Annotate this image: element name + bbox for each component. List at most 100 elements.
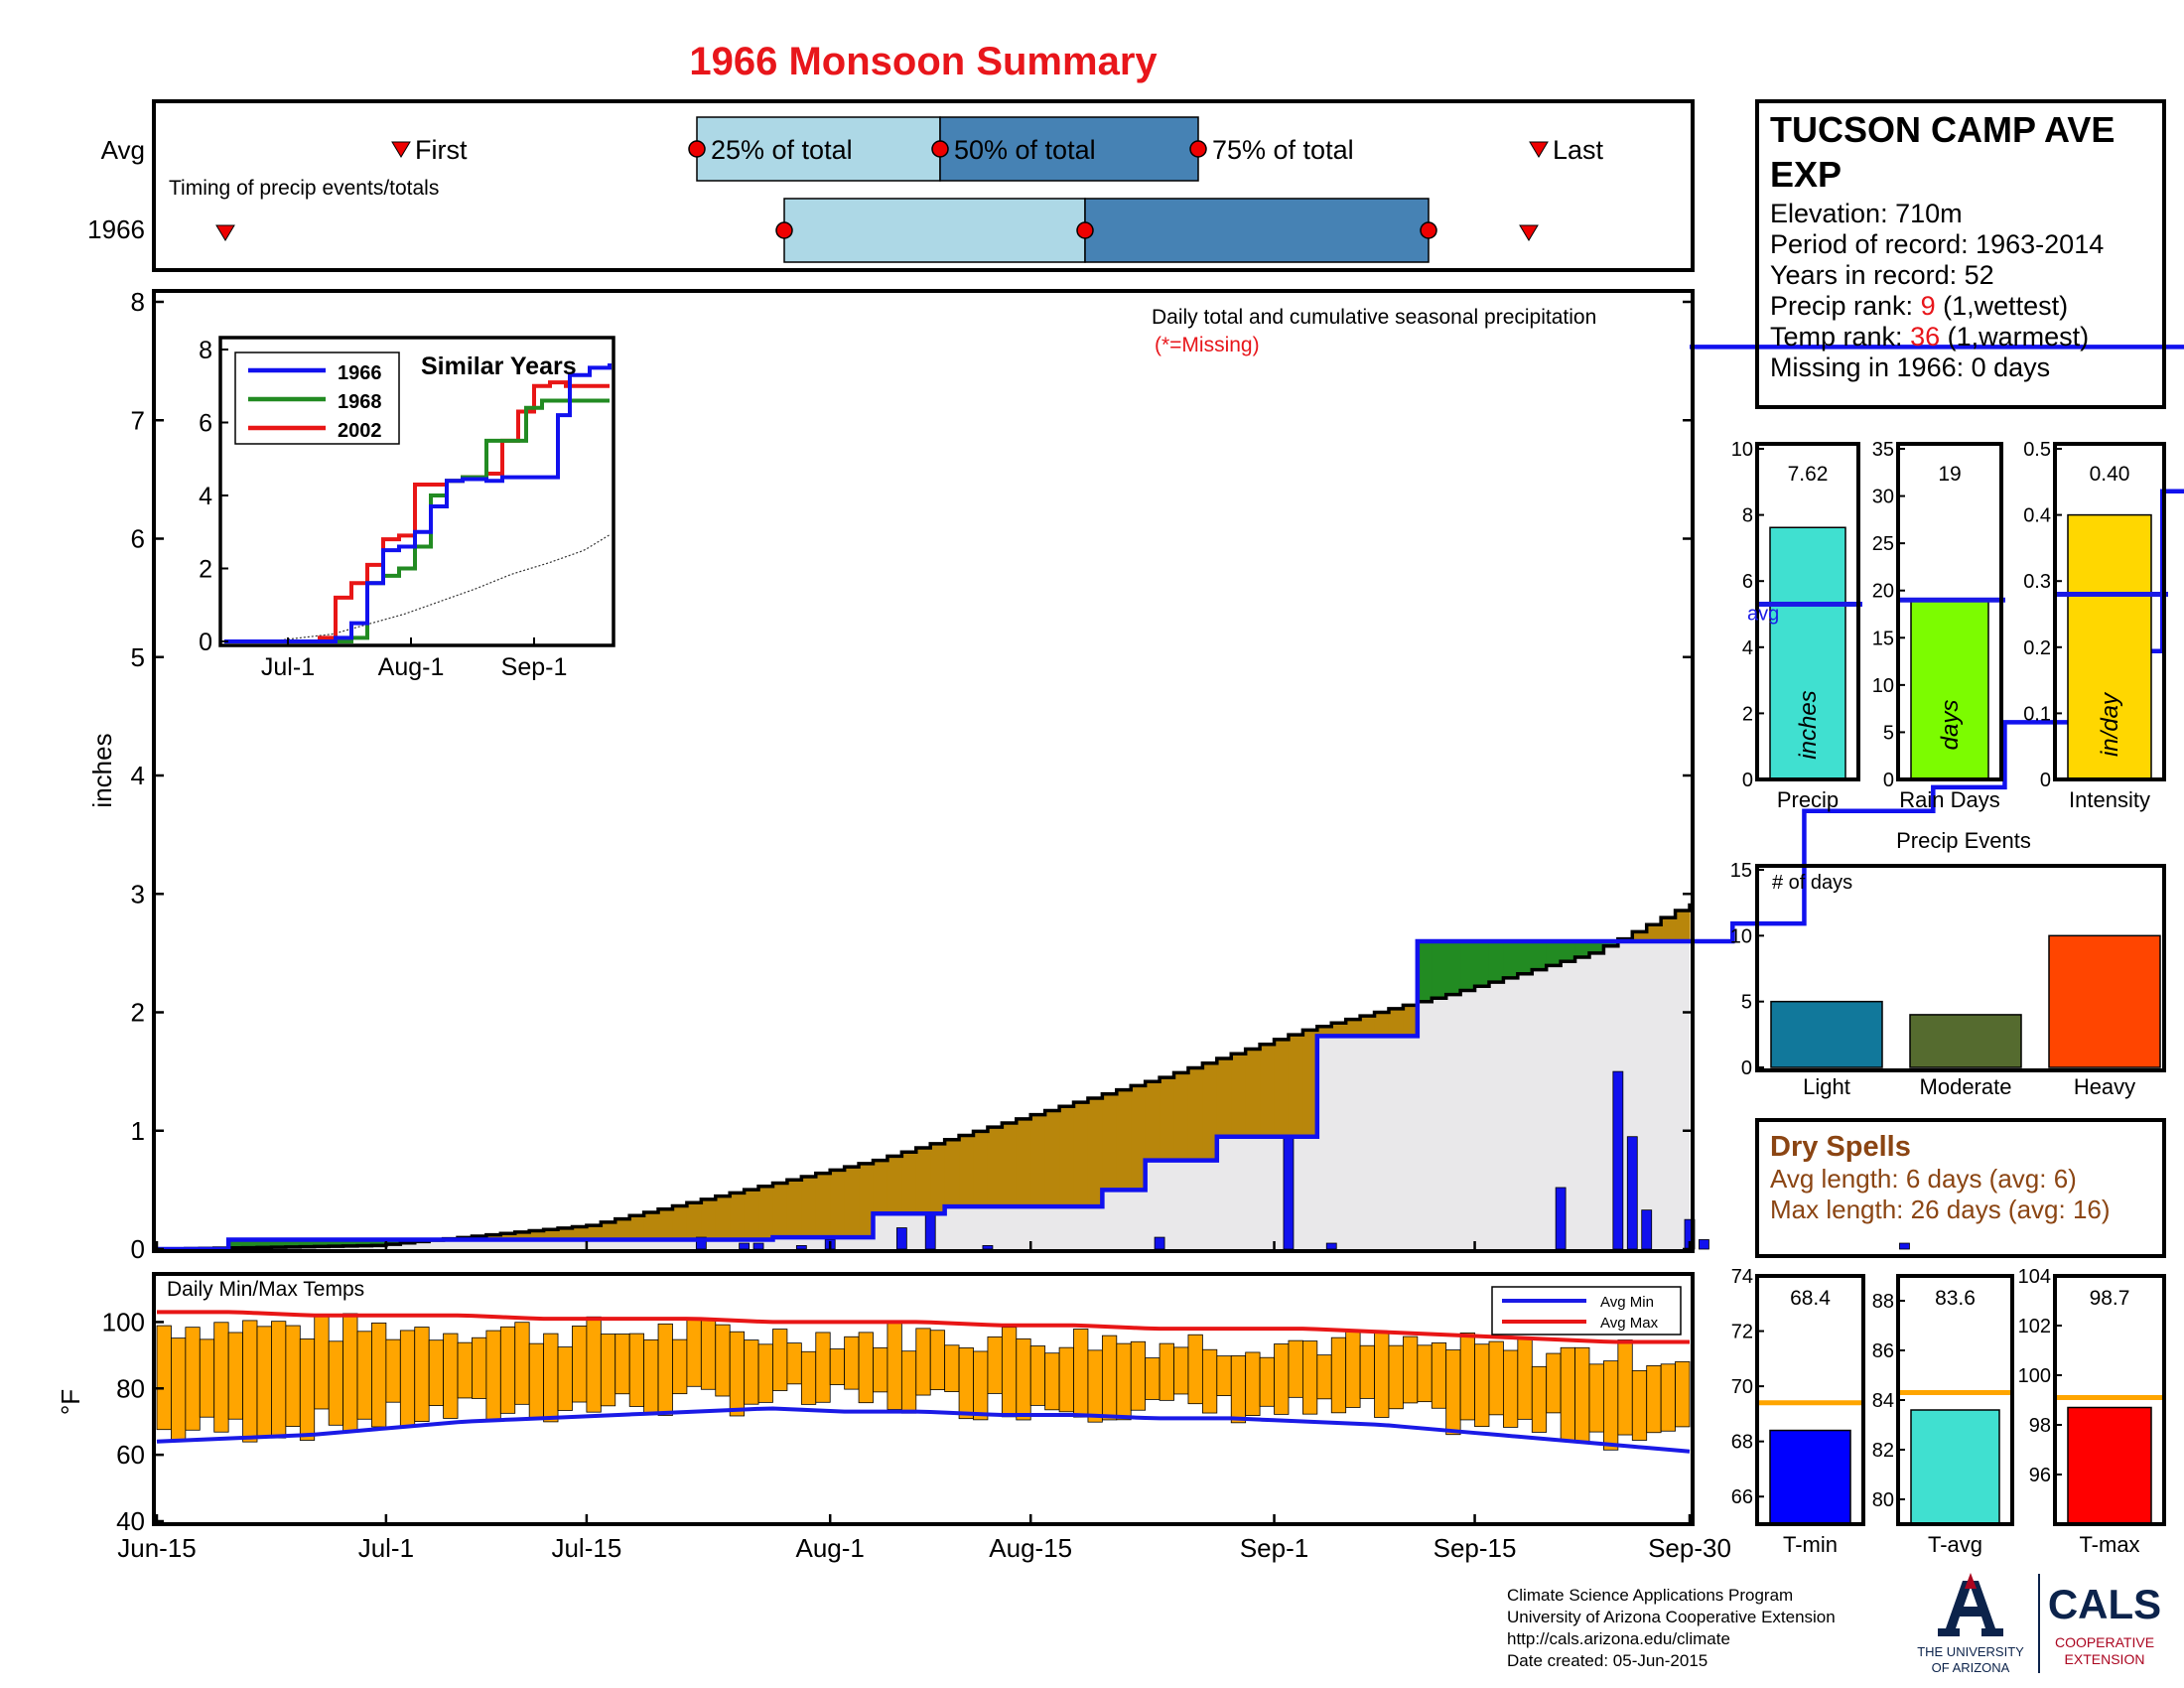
below-average-fill bbox=[959, 1135, 975, 1207]
summary-frame bbox=[1896, 442, 2003, 781]
daily-precip-bar bbox=[924, 1212, 936, 1250]
summary-frame bbox=[1755, 442, 1860, 781]
year-last-marker-icon bbox=[1519, 224, 1539, 241]
daily-temp-bar bbox=[514, 1322, 530, 1405]
summary-bar bbox=[1769, 526, 1846, 780]
daily-temp-bar bbox=[1173, 1346, 1189, 1395]
below-average-fill bbox=[944, 1139, 960, 1207]
below-average-fill bbox=[772, 1183, 788, 1238]
daily-temp-bar bbox=[887, 1322, 902, 1410]
temp-summary-tick-label: 100 bbox=[2018, 1365, 2051, 1387]
daily-temp-bar bbox=[1675, 1360, 1691, 1428]
precip-y-tick-label: 0 bbox=[131, 1234, 145, 1264]
avg-last-marker-icon bbox=[1529, 141, 1549, 158]
summary-unit: in/day bbox=[2097, 691, 2123, 757]
daily-temp-bar bbox=[715, 1324, 731, 1397]
temp-summary-bar bbox=[2067, 1406, 2152, 1525]
below-average-fill bbox=[844, 1167, 860, 1238]
precip-y-tick-label: 7 bbox=[131, 405, 145, 435]
daily-temp-bar bbox=[428, 1339, 444, 1406]
avg-cumulative-line bbox=[157, 903, 1692, 1251]
daily-temp-bar bbox=[1130, 1340, 1147, 1411]
temp-legend-min: Avg Min bbox=[1600, 1294, 1654, 1311]
above-average-fill bbox=[257, 1239, 273, 1248]
daily-temp-bar bbox=[815, 1332, 831, 1403]
summary-label: Rain Days bbox=[1899, 787, 1999, 812]
daily-temp-bar bbox=[185, 1327, 201, 1431]
below-average-fill bbox=[873, 1160, 888, 1214]
daily-temp-bar bbox=[1546, 1352, 1562, 1414]
summary-frame bbox=[2053, 442, 2166, 781]
daily-precip-bar bbox=[1555, 1187, 1567, 1250]
daily-temp-bar bbox=[528, 1342, 545, 1419]
events-bar bbox=[1909, 1014, 2022, 1068]
footer-line1: Climate Science Applications Program bbox=[1507, 1586, 1793, 1605]
daily-temp-bar bbox=[1187, 1334, 1203, 1405]
temp-summary-bar bbox=[1769, 1429, 1851, 1525]
temp-summary-tick-label: 72 bbox=[1731, 1322, 1753, 1343]
below-average-fill bbox=[1002, 1122, 1018, 1207]
daily-temp-bar bbox=[1159, 1342, 1174, 1401]
inset-ticks: 0 2 4 6 8 Jul-1 Aug-1 Sep-1 bbox=[199, 337, 567, 681]
below-average-fill bbox=[1102, 1093, 1118, 1191]
above-average-fill bbox=[371, 1239, 387, 1246]
date-x-tick-label: Sep-15 bbox=[1433, 1533, 1517, 1563]
daily-temp-bar bbox=[1617, 1339, 1633, 1436]
university-logo: THE UNIVERSITY OF ARIZONA CALS COOPERATI… bbox=[1917, 1573, 2161, 1675]
below-average-fill bbox=[1288, 1035, 1303, 1137]
summary-tick-label: 5 bbox=[1883, 722, 1894, 744]
daily-temp-bar bbox=[915, 1328, 931, 1396]
above-average-fill bbox=[1588, 940, 1605, 953]
avg-max-line bbox=[157, 1310, 1690, 1344]
temp-summary-tick-label: 66 bbox=[1731, 1486, 1753, 1508]
precip-annotation: Daily total and cumulative seasonal prec… bbox=[1152, 306, 1596, 329]
above-average-fill bbox=[1445, 940, 1461, 995]
below-average-fill bbox=[1202, 1062, 1218, 1161]
date-x-tick-label: Aug-15 bbox=[989, 1533, 1072, 1563]
inset-legend-2002: 2002 bbox=[338, 420, 382, 442]
daily-temp-bar bbox=[1044, 1352, 1060, 1411]
events-plot-area: Light Moderate Heavy 0 5 10 15 bbox=[1730, 860, 2161, 1099]
below-average-fill bbox=[1231, 1054, 1247, 1137]
daily-temp-bar bbox=[1230, 1355, 1247, 1424]
footer-line3: http://cals.arizona.edu/climate bbox=[1507, 1629, 1730, 1648]
precip-plot-area bbox=[157, 345, 2184, 1252]
summary-label: Intensity bbox=[2069, 787, 2150, 812]
daily-temp-bar bbox=[1145, 1357, 1160, 1400]
above-average-fill bbox=[1474, 940, 1490, 987]
inset-legend-1966: 1966 bbox=[338, 362, 382, 384]
summary-tick-label: 0 bbox=[2040, 770, 2051, 791]
below-average-fill bbox=[1345, 1019, 1361, 1037]
below-average-fill bbox=[715, 1196, 731, 1240]
daily-precip-bar bbox=[739, 1242, 751, 1250]
temp-plot-area bbox=[156, 1310, 1691, 1454]
daily-temp-bar bbox=[242, 1320, 258, 1443]
temp-summary-label: T-max bbox=[2079, 1532, 2139, 1557]
temp-frame bbox=[152, 1272, 1695, 1526]
station-period: Period of record: 1963-2014 bbox=[1770, 229, 2104, 259]
summary-tick-label: 15 bbox=[1872, 628, 1894, 649]
daily-temp-bar bbox=[213, 1322, 229, 1433]
temp-summary-tick-label: 86 bbox=[1872, 1340, 1894, 1362]
temp-summary-tick-label: 104 bbox=[2018, 1266, 2051, 1288]
temp-y-ticks: 40 60 80 100 bbox=[102, 1307, 164, 1536]
year-25-marker-icon bbox=[775, 221, 793, 239]
date-x-tick-label: Jul-15 bbox=[551, 1533, 621, 1563]
date-x-tick-label: Sep-1 bbox=[1240, 1533, 1308, 1563]
below-average-fill bbox=[1646, 924, 1662, 941]
daily-temp-bar bbox=[1058, 1346, 1074, 1413]
daily-temp-bar bbox=[371, 1322, 387, 1428]
daily-precip-bar bbox=[752, 1242, 764, 1250]
temp-summary-frame bbox=[1755, 1274, 1865, 1526]
avg-box-25-50 bbox=[696, 116, 941, 182]
temp-summary-tick-label: 82 bbox=[1872, 1440, 1894, 1462]
daily-temp-bar bbox=[1603, 1360, 1619, 1451]
date-x-tick-label: Sep-30 bbox=[1648, 1533, 1731, 1563]
date-x-tick-label: Aug-1 bbox=[796, 1533, 865, 1563]
below-average-fill bbox=[514, 1231, 530, 1240]
inset-y-tick-label: 2 bbox=[199, 556, 212, 584]
above-average-fill bbox=[342, 1239, 358, 1246]
daily-temp-bar bbox=[643, 1338, 659, 1414]
footer: Climate Science Applications Program Uni… bbox=[1507, 1573, 2161, 1675]
station-name-line2: EXP bbox=[1770, 154, 1842, 195]
